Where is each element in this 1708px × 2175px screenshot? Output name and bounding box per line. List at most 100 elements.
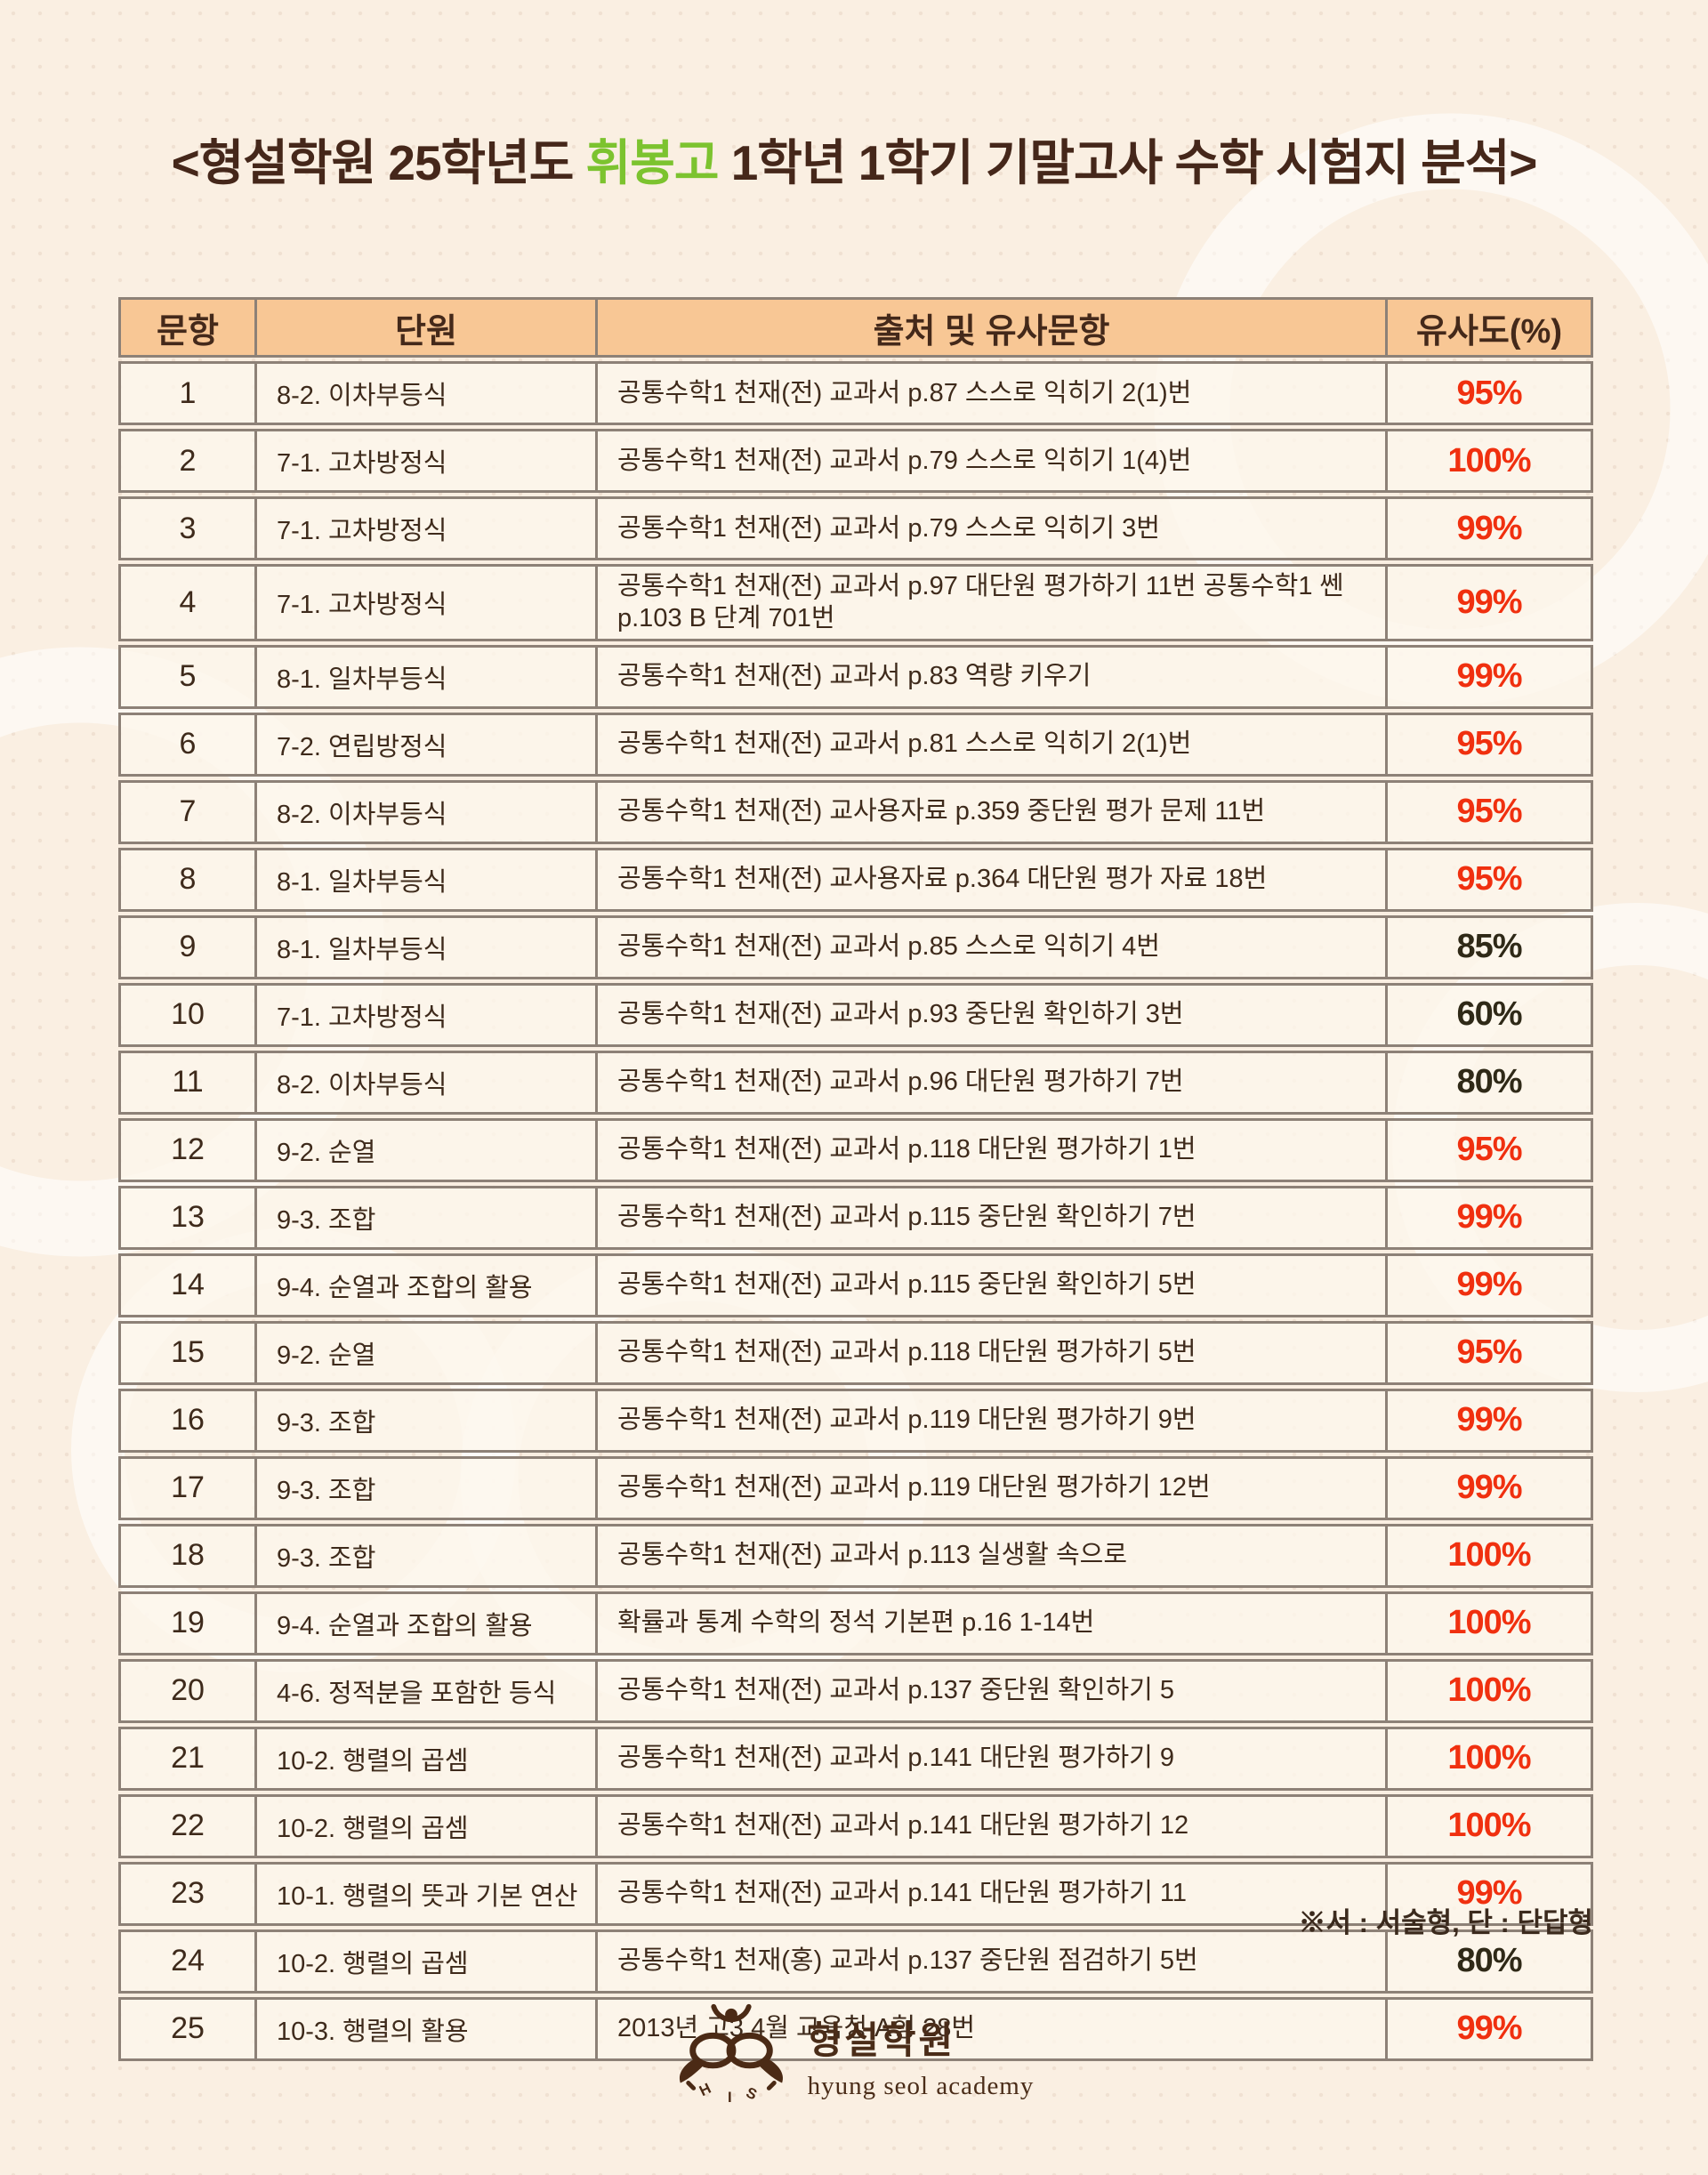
similarity-cell: 95% (1388, 1320, 1593, 1385)
unit-cell: 9-3. 조합 (257, 1388, 598, 1453)
similarity-cell: 99% (1388, 1861, 1593, 1926)
source-cell: 공통수학1 천재(전) 교과서 p.141 대단원 평가하기 9 (598, 1726, 1388, 1791)
question-number-cell: 15 (118, 1320, 257, 1385)
title-school-highlight: 휘봉고 (585, 135, 720, 190)
table-row: 19 9-4. 순열과 조합의 활용 확률과 통계 수학의 정석 기본편 p.16 … (118, 1591, 1593, 1655)
source-cell: 공통수학1 천재(전) 교과서 p.81 스스로 익히기 2(1)번 (598, 712, 1388, 777)
unit-cell: 8-1. 일차부등식 (257, 914, 598, 979)
header-source: 출처 및 유사문항 (598, 297, 1388, 358)
table-row: 5 8-1. 일차부등식 공통수학1 천재(전) 교과서 p.83 역량 키우기 99… (118, 644, 1593, 709)
header-question: 문항 (118, 297, 257, 358)
similarity-cell: 99% (1388, 564, 1593, 641)
table-row: 17 9-3. 조합 공통수학1 천재(전) 교과서 p.119 대단원 평가하기 … (118, 1455, 1593, 1520)
title-prefix: <형설학원 25학년도 (171, 135, 586, 190)
source-cell: 공통수학1 천재(전) 교사용자료 p.359 중단원 평가 문제 11번 (598, 779, 1388, 844)
similarity-cell: 100% (1388, 429, 1593, 493)
table-row: 15 9-2. 순열 공통수학1 천재(전) 교과서 p.118 대단원 평가하기 … (118, 1320, 1593, 1385)
source-cell: 공통수학1 천재(전) 교과서 p.87 스스로 익히기 2(1)번 (598, 361, 1388, 425)
table-row: 24 10-2. 행렬의 곱셈 공통수학1 천재(홍) 교과서 p.137 중단원 … (118, 1929, 1593, 1994)
unit-cell: 8-2. 이차부등식 (257, 779, 598, 844)
table-row: 21 10-2. 행렬의 곱셈 공통수학1 천재(전) 교과서 p.141 대단원 … (118, 1726, 1593, 1791)
table-row: 1 8-2. 이차부등식 공통수학1 천재(전) 교과서 p.87 스스로 익히기 … (118, 361, 1593, 425)
unit-cell: 9-2. 순열 (257, 1320, 598, 1385)
source-cell: 공통수학1 천재(전) 교과서 p.93 중단원 확인하기 3번 (598, 982, 1388, 1047)
table-row: 8 8-1. 일차부등식 공통수학1 천재(전) 교사용자료 p.364 대단원 평… (118, 847, 1593, 912)
table-row: 2 7-1. 고차방정식 공통수학1 천재(전) 교과서 p.79 스스로 익히기 … (118, 429, 1593, 493)
unit-cell: 9-3. 조합 (257, 1455, 598, 1520)
unit-cell: 10-1. 행렬의 뜻과 기본 연산 (257, 1861, 598, 1926)
unit-cell: 10-2. 행렬의 곱셈 (257, 1929, 598, 1994)
source-cell: 공통수학1 천재(전) 교과서 p.141 대단원 평가하기 12 (598, 1793, 1388, 1858)
similarity-cell: 99% (1388, 1996, 1593, 2061)
source-cell: 공통수학1 천재(전) 교과서 p.119 대단원 평가하기 12번 (598, 1455, 1388, 1520)
question-number-cell: 3 (118, 496, 257, 560)
question-number-cell: 6 (118, 712, 257, 777)
exam-analysis-table: 문항 단원 출처 및 유사문항 유사도(%) 1 8-2. 이차부등식 공통수학1 … (118, 294, 1593, 2065)
unit-cell: 7-1. 고차방정식 (257, 982, 598, 1047)
similarity-cell: 95% (1388, 712, 1593, 777)
question-number-cell: 4 (118, 564, 257, 641)
unit-cell: 9-3. 조합 (257, 1523, 598, 1588)
question-number-cell: 2 (118, 429, 257, 493)
source-cell: 공통수학1 천재(전) 교과서 p.119 대단원 평가하기 9번 (598, 1388, 1388, 1453)
similarity-cell: 60% (1388, 982, 1593, 1047)
question-number-cell: 24 (118, 1929, 257, 1994)
unit-cell: 7-1. 고차방정식 (257, 564, 598, 641)
question-number-cell: 17 (118, 1455, 257, 1520)
page-title: <형설학원 25학년도 휘봉고 1학년 1학기 기말고사 수학 시험지 분석> (0, 123, 1708, 194)
table-row: 14 9-4. 순열과 조합의 활용 공통수학1 천재(전) 교과서 p.115 중… (118, 1253, 1593, 1317)
unit-cell: 9-2. 순열 (257, 1117, 598, 1182)
source-cell: 공통수학1 천재(전) 교과서 p.96 대단원 평가하기 7번 (598, 1050, 1388, 1115)
similarity-cell: 85% (1388, 914, 1593, 979)
unit-cell: 10-2. 행렬의 곱셈 (257, 1726, 598, 1791)
question-number-cell: 22 (118, 1793, 257, 1858)
svg-text:S: S (743, 2084, 759, 2104)
question-number-cell: 11 (118, 1050, 257, 1115)
source-cell: 공통수학1 천재(전) 교과서 p.79 스스로 익히기 3번 (598, 496, 1388, 560)
table-row: 11 8-2. 이차부등식 공통수학1 천재(전) 교과서 p.96 대단원 평가하… (118, 1050, 1593, 1115)
question-number-cell: 14 (118, 1253, 257, 1317)
source-cell: 공통수학1 천재(전) 교과서 p.141 대단원 평가하기 11 (598, 1861, 1388, 1926)
question-number-cell: 25 (118, 1996, 257, 2061)
similarity-cell: 100% (1388, 1591, 1593, 1655)
source-cell: 공통수학1 천재(전) 교사용자료 p.364 대단원 평가 자료 18번 (598, 847, 1388, 912)
table-row: 10 7-1. 고차방정식 공통수학1 천재(전) 교과서 p.93 중단원 확인하… (118, 982, 1593, 1047)
similarity-cell: 80% (1388, 1050, 1593, 1115)
table-row: 25 10-3. 행렬의 활용 2013년 고3 4월 교육청 A형 28번 99% (118, 1996, 1593, 2061)
source-cell: 공통수학1 천재(전) 교과서 p.113 실생활 속으로 (598, 1523, 1388, 1588)
unit-cell: 8-2. 이차부등식 (257, 1050, 598, 1115)
table-row: 23 10-1. 행렬의 뜻과 기본 연산 공통수학1 천재(전) 교과서 p.14… (118, 1861, 1593, 1926)
unit-cell: 7-2. 연립방정식 (257, 712, 598, 777)
question-number-cell: 23 (118, 1861, 257, 1926)
source-cell: 공통수학1 천재(전) 교과서 p.97 대단원 평가하기 11번 공통수학1 … (598, 564, 1388, 641)
unit-cell: 8-1. 일차부등식 (257, 644, 598, 709)
brand-footer: H I S 형설학원 hyung seol academy (0, 2003, 1708, 2108)
similarity-cell: 99% (1388, 496, 1593, 560)
table-row: 16 9-3. 조합 공통수학1 천재(전) 교과서 p.119 대단원 평가하기 … (118, 1388, 1593, 1453)
brand-name-english: hyung seol academy (807, 2072, 1035, 2100)
unit-cell: 4-6. 정적분을 포함한 등식 (257, 1658, 598, 1723)
question-number-cell: 5 (118, 644, 257, 709)
question-number-cell: 20 (118, 1658, 257, 1723)
table-row: 7 8-2. 이차부등식 공통수학1 천재(전) 교사용자료 p.359 중단원 평… (118, 779, 1593, 844)
source-cell: 공통수학1 천재(홍) 교과서 p.137 중단원 점검하기 5번 (598, 1929, 1388, 1994)
similarity-cell: 99% (1388, 1455, 1593, 1520)
source-cell: 공통수학1 천재(전) 교과서 p.115 중단원 확인하기 5번 (598, 1253, 1388, 1317)
similarity-cell: 95% (1388, 847, 1593, 912)
question-number-cell: 10 (118, 982, 257, 1047)
table-row: 13 9-3. 조합 공통수학1 천재(전) 교과서 p.115 중단원 확인하기 … (118, 1185, 1593, 1250)
similarity-cell: 99% (1388, 644, 1593, 709)
unit-cell: 8-2. 이차부등식 (257, 361, 598, 425)
source-cell: 확률과 통계 수학의 정석 기본편 p.16 1-14번 (598, 1591, 1388, 1655)
similarity-cell: 99% (1388, 1388, 1593, 1453)
source-cell: 공통수학1 천재(전) 교과서 p.83 역량 키우기 (598, 644, 1388, 709)
source-cell: 공통수학1 천재(전) 교과서 p.118 대단원 평가하기 1번 (598, 1117, 1388, 1182)
question-number-cell: 13 (118, 1185, 257, 1250)
header-similarity: 유사도(%) (1388, 297, 1593, 358)
source-cell: 공통수학1 천재(전) 교과서 p.115 중단원 확인하기 7번 (598, 1185, 1388, 1250)
question-number-cell: 8 (118, 847, 257, 912)
unit-cell: 9-4. 순열과 조합의 활용 (257, 1253, 598, 1317)
source-cell: 2013년 고3 4월 교육청 A형 28번 (598, 1996, 1388, 2061)
question-number-cell: 18 (118, 1523, 257, 1588)
